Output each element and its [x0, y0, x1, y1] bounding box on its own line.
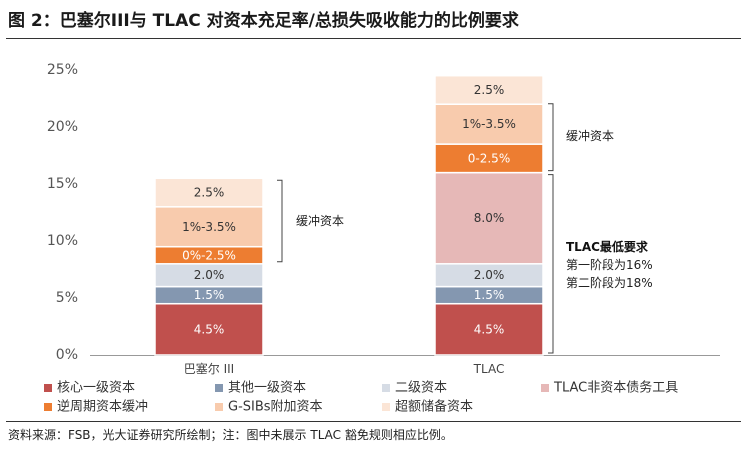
- legend-label: 逆周期资本缓冲: [57, 399, 148, 415]
- y-tick-label: 15%: [47, 176, 78, 192]
- legend-label: 其他一级资本: [228, 381, 306, 396]
- bar-segment: [434, 171, 544, 265]
- bar-segment: [434, 143, 544, 174]
- legend-label: TLAC非资本债务工具: [553, 380, 678, 396]
- legend-label: G-SIBs附加资本: [228, 400, 323, 415]
- bar-segment: [154, 177, 264, 208]
- data-label: 4.5%: [194, 322, 225, 336]
- bar-segment: [154, 302, 264, 356]
- data-label: 2.5%: [194, 186, 225, 200]
- title-divider: [6, 38, 741, 39]
- legend-swatch: [44, 384, 52, 392]
- x-tick-label: 巴塞尔 III: [184, 361, 234, 376]
- legend-swatch: [215, 384, 223, 392]
- y-tick-label: 5%: [56, 290, 78, 306]
- y-tick-label: 0%: [56, 347, 78, 363]
- y-tick-label: 25%: [47, 62, 78, 78]
- data-label: 1%-3.5%: [462, 117, 516, 131]
- y-tick-label: 10%: [47, 233, 78, 249]
- y-tick-label: 20%: [47, 119, 78, 135]
- tlac-min-title: TLAC最低要求: [566, 239, 649, 254]
- legend-label: 核心一级资本: [57, 381, 135, 396]
- legend-swatch: [215, 403, 223, 411]
- tlac-min-line2: 第二阶段为18%: [566, 275, 653, 290]
- tlac-buffer-label: 缓冲资本: [566, 128, 614, 143]
- tlac-min-bracket: [548, 174, 554, 354]
- chart-title: 图 2：巴塞尔III与 TLAC 对资本充足率/总损失吸收能力的比例要求: [8, 11, 519, 31]
- data-label: 1.5%: [194, 288, 225, 302]
- basel-buffer-label: 缓冲资本: [296, 213, 344, 228]
- source-divider: [6, 421, 741, 422]
- data-label: 1%-3.5%: [182, 220, 236, 234]
- data-label: 2.0%: [474, 268, 505, 282]
- data-label: 1.5%: [474, 288, 505, 302]
- x-tick-label: TLAC: [473, 362, 505, 376]
- data-label: 0-2.5%: [468, 151, 510, 165]
- data-label: 2.5%: [474, 83, 505, 97]
- data-label: 0%-2.5%: [182, 248, 236, 262]
- legend-swatch: [382, 403, 390, 411]
- bar-segment: [434, 74, 544, 105]
- legend-label: 二级资本: [395, 381, 447, 396]
- bar-segment: [434, 103, 544, 145]
- tlac-buffer-bracket: [548, 103, 554, 172]
- tlac-min-line1: 第一阶段为16%: [566, 257, 653, 272]
- data-label: 4.5%: [474, 322, 505, 336]
- data-label: 2.0%: [194, 268, 225, 282]
- legend-swatch: [44, 403, 52, 411]
- source-note: 资料来源：FSB，光大证券研究所绘制；注：图中未展示 TLAC 豁免规则相应比例…: [8, 428, 453, 442]
- legend-swatch: [541, 384, 549, 392]
- legend-label: 超额储备资本: [395, 399, 473, 415]
- legend-swatch: [382, 384, 390, 392]
- data-label: 8.0%: [474, 211, 505, 225]
- basel-buffer-bracket: [277, 179, 283, 263]
